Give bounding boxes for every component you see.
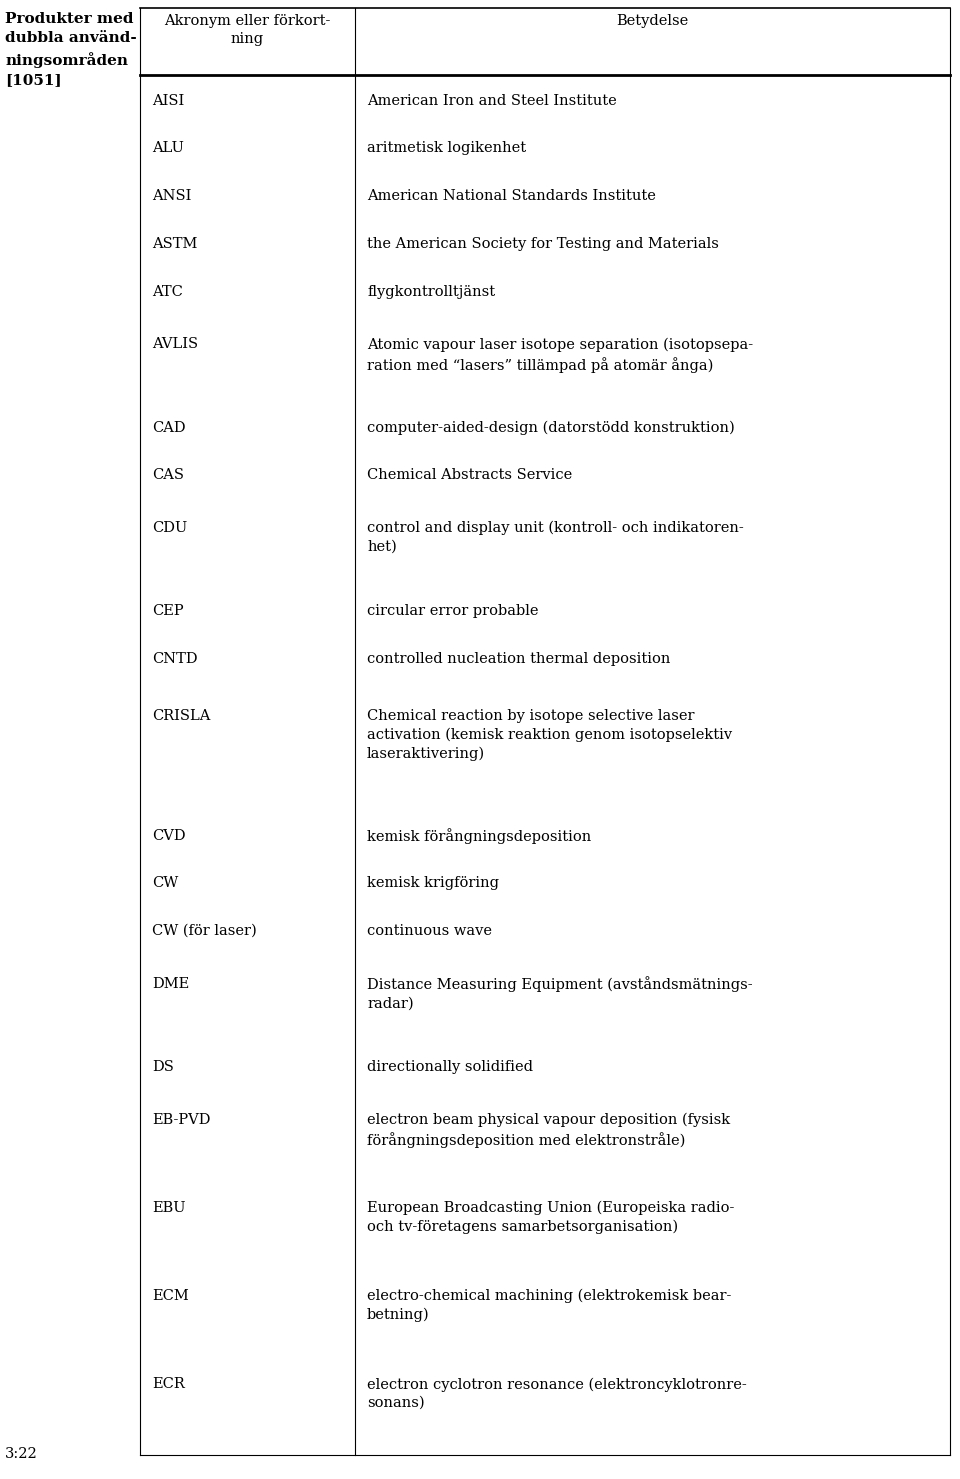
Text: controlled nucleation thermal deposition: controlled nucleation thermal deposition: [367, 652, 670, 666]
Text: electron beam physical vapour deposition (fysisk
förångningsdeposition med elekt: electron beam physical vapour deposition…: [367, 1112, 731, 1148]
Text: ECR: ECR: [152, 1377, 184, 1392]
Text: CW (för laser): CW (för laser): [152, 924, 256, 938]
Text: CRISLA: CRISLA: [152, 710, 210, 723]
Text: CW: CW: [152, 876, 179, 890]
Text: EB-PVD: EB-PVD: [152, 1112, 210, 1127]
Text: AISI: AISI: [152, 93, 184, 108]
Text: American Iron and Steel Institute: American Iron and Steel Institute: [367, 93, 616, 108]
Text: American National Standards Institute: American National Standards Institute: [367, 189, 656, 203]
Text: circular error probable: circular error probable: [367, 605, 539, 618]
Text: AVLIS: AVLIS: [152, 337, 198, 351]
Text: ECM: ECM: [152, 1290, 189, 1303]
Text: 3:22: 3:22: [5, 1446, 37, 1461]
Text: directionally solidified: directionally solidified: [367, 1060, 533, 1074]
Text: ATC: ATC: [152, 284, 182, 299]
Text: DS: DS: [152, 1060, 174, 1074]
Text: CNTD: CNTD: [152, 652, 198, 666]
Text: Akronym eller förkort-
ning: Akronym eller förkort- ning: [164, 13, 330, 46]
Text: Chemical reaction by isotope selective laser
activation (kemisk reaktion genom i: Chemical reaction by isotope selective l…: [367, 710, 732, 762]
Text: kemisk krigföring: kemisk krigföring: [367, 876, 499, 890]
Text: ALU: ALU: [152, 142, 184, 155]
Text: Chemical Abstracts Service: Chemical Abstracts Service: [367, 469, 572, 482]
Text: electron cyclotron resonance (elektroncyklotronre-
sonans): electron cyclotron resonance (elektroncy…: [367, 1377, 747, 1409]
Text: Distance Measuring Equipment (avståndsmätnings-
radar): Distance Measuring Equipment (avståndsmä…: [367, 976, 753, 1010]
Text: CAD: CAD: [152, 420, 185, 435]
Text: electro-chemical machining (elektrokemisk bear-
betning): electro-chemical machining (elektrokemis…: [367, 1290, 732, 1322]
Text: EBU: EBU: [152, 1201, 185, 1214]
Text: aritmetisk logikenhet: aritmetisk logikenhet: [367, 142, 526, 155]
Text: kemisk förångningsdeposition: kemisk förångningsdeposition: [367, 828, 591, 845]
Text: European Broadcasting Union (Europeiska radio-
och tv-företagens samarbetsorgani: European Broadcasting Union (Europeiska …: [367, 1201, 734, 1233]
Text: ANSI: ANSI: [152, 189, 191, 203]
Text: ASTM: ASTM: [152, 237, 198, 251]
Text: Produkter med
dubbla använd-
ningsområden
[1051]: Produkter med dubbla använd- ningsområde…: [5, 12, 136, 87]
Text: continuous wave: continuous wave: [367, 924, 492, 938]
Text: CAS: CAS: [152, 469, 184, 482]
Text: computer-aided-design (datorstödd konstruktion): computer-aided-design (datorstödd konstr…: [367, 420, 734, 435]
Text: CDU: CDU: [152, 521, 187, 535]
Text: the American Society for Testing and Materials: the American Society for Testing and Mat…: [367, 237, 719, 251]
Text: CVD: CVD: [152, 828, 185, 843]
Text: control and display unit (kontroll- och indikatoren-
het): control and display unit (kontroll- och …: [367, 521, 744, 553]
Text: Betydelse: Betydelse: [616, 13, 688, 28]
Text: DME: DME: [152, 976, 189, 991]
Text: CEP: CEP: [152, 605, 183, 618]
Text: flygkontrolltjänst: flygkontrolltjänst: [367, 284, 495, 299]
Text: Atomic vapour laser isotope separation (isotopsepa-
ration med “lasers” tillämpa: Atomic vapour laser isotope separation (…: [367, 337, 754, 373]
